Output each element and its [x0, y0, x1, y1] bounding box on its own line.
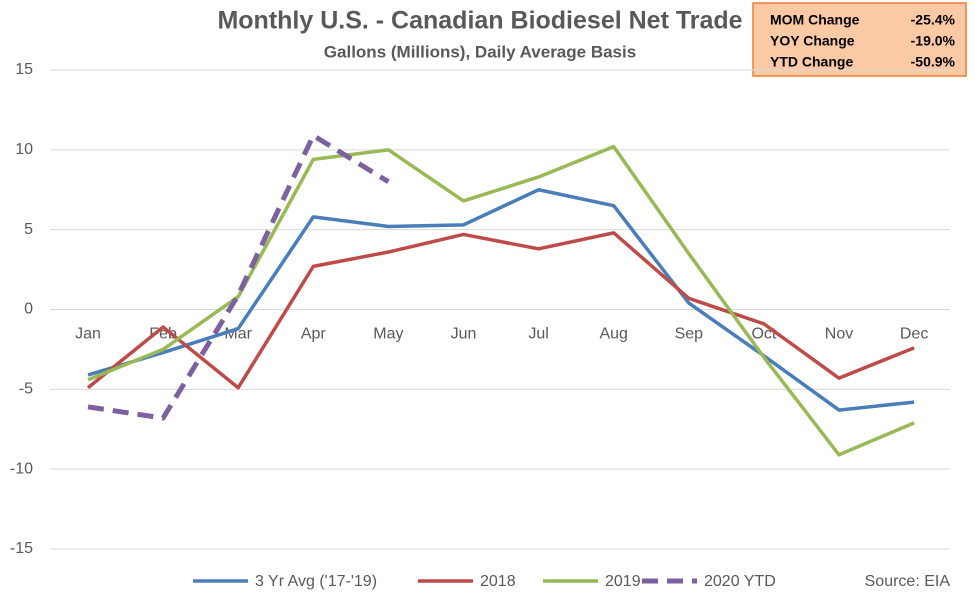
stats-label: MOM Change: [770, 12, 860, 28]
series-line: [86, 231, 915, 390]
y-tick-label: -15: [10, 540, 33, 557]
y-tick-label: -5: [19, 381, 33, 398]
chart-subtitle: Gallons (Millions), Daily Average Basis: [324, 42, 636, 61]
y-tick-label: 5: [24, 221, 33, 238]
legend-label: 2020 YTD: [704, 573, 776, 590]
source: Source: EIA: [865, 573, 951, 590]
chart-title: Monthly U.S. - Canadian Biodiesel Net Tr…: [217, 7, 742, 35]
x-tick-label: May: [373, 326, 403, 343]
x-tick-label: Feb: [149, 326, 177, 343]
legend-label: 2018: [480, 573, 516, 590]
series-line: [87, 144, 915, 457]
x-tick-label: Apr: [301, 326, 327, 343]
x-tick-label: Oct: [751, 326, 776, 343]
series-line: [87, 188, 915, 412]
x-tick-label: Dec: [900, 326, 928, 343]
stats-value: -50.9%: [911, 54, 956, 70]
legend-label: 3 Yr Avg ('17-'19): [255, 573, 377, 590]
y-tick-label: 15: [15, 61, 33, 78]
stats-value: -19.0%: [911, 33, 956, 49]
stats-value: -25.4%: [911, 12, 956, 28]
y-tick-label: -10: [10, 460, 33, 477]
stats-label: YTD Change: [770, 54, 853, 70]
x-tick-label: Sep: [675, 326, 704, 343]
x-tick-label: Jun: [451, 326, 477, 343]
series-line: [87, 132, 390, 421]
x-tick-label: Aug: [599, 326, 627, 343]
x-tick-label: Nov: [825, 326, 853, 343]
y-tick-label: 0: [24, 301, 33, 318]
legend-label: 2019: [605, 573, 641, 590]
stats-box: [752, 2, 967, 77]
x-tick-label: Jan: [75, 326, 101, 343]
stats-label: YOY Change: [770, 33, 855, 49]
y-tick-label: 10: [15, 141, 33, 158]
x-tick-label: Jul: [528, 326, 548, 343]
